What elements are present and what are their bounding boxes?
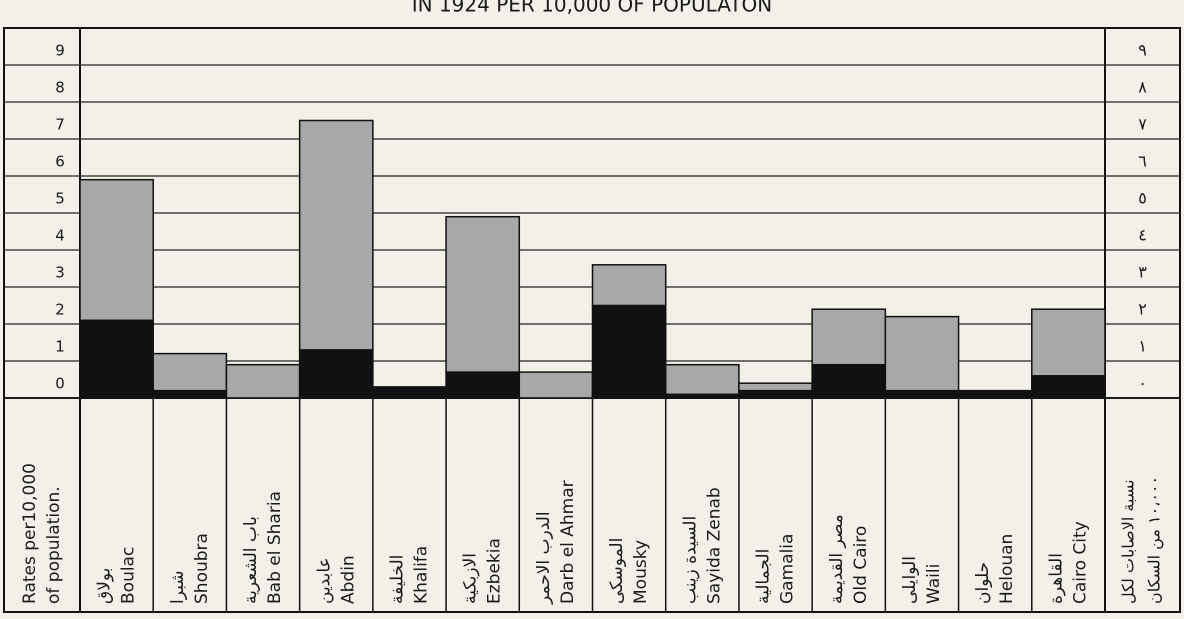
y2-tick-label: ١ bbox=[1138, 337, 1147, 356]
y2-axis-label: نسبة الاصابات لكل bbox=[1119, 479, 1138, 604]
chart-title: IN 1924 PER 10,000 OF POPULATON bbox=[412, 0, 773, 17]
bar-segment bbox=[591, 264, 667, 307]
bar-segment bbox=[811, 363, 887, 399]
bar-segment bbox=[811, 308, 887, 366]
y2-tick-label: ٥ bbox=[1138, 189, 1147, 208]
x-tick-label-ar: الدرب الاحمر bbox=[534, 511, 554, 605]
x-tick-label: Abdin bbox=[338, 555, 358, 604]
x-tick-label-ar: الموسكى bbox=[607, 538, 627, 604]
x-tick-label: Khalifa bbox=[411, 546, 431, 604]
y2-tick-label: ٣ bbox=[1138, 263, 1147, 282]
bar-segment bbox=[372, 386, 447, 399]
y2-axis-label: ١٠،٠٠٠ من السكان bbox=[1145, 476, 1165, 604]
x-tick-label-ar: القاهرة bbox=[1046, 553, 1066, 604]
bar-segment bbox=[664, 363, 740, 396]
bar-segment bbox=[518, 371, 594, 399]
bar-segment bbox=[152, 389, 228, 399]
y2-tick-label: ٧ bbox=[1138, 115, 1147, 134]
x-tick-label-ar: السيدة زينب bbox=[680, 516, 700, 604]
bar-segment bbox=[79, 178, 154, 322]
bar-segment bbox=[884, 389, 960, 399]
x-tick-label: Old Cairo bbox=[851, 526, 871, 604]
x-tick-label-ar: بولاق bbox=[95, 568, 115, 604]
x-tick-label-ar: الوايلى bbox=[900, 556, 920, 604]
y2-tick-label: ٠ bbox=[1138, 374, 1147, 393]
y2-tick-label: ٩ bbox=[1138, 41, 1147, 60]
x-tick-label: Ezbekia bbox=[485, 538, 505, 604]
y-tick-label: 6 bbox=[55, 153, 65, 171]
y-tick-label: 0 bbox=[55, 375, 65, 393]
bar-segment bbox=[1031, 308, 1106, 377]
bar-segment bbox=[738, 389, 813, 399]
y-tick-label: 5 bbox=[55, 190, 65, 208]
x-tick-label: Helouan bbox=[997, 534, 1017, 604]
x-tick-label-ar: شبرا bbox=[168, 571, 188, 604]
bar-segment bbox=[298, 349, 374, 399]
bar-segment bbox=[152, 352, 228, 392]
y2-tick-label: ٤ bbox=[1138, 226, 1147, 245]
x-tick-label: Gamalia bbox=[778, 534, 798, 604]
y-tick-label: 9 bbox=[55, 42, 65, 60]
bar-segment bbox=[884, 315, 960, 392]
x-tick-label-ar: مصر القديمة bbox=[827, 514, 847, 604]
x-tick-label: Darb el Ahmar bbox=[558, 480, 578, 604]
bar-segment bbox=[79, 319, 154, 399]
x-tick-label: Sayida Zenab bbox=[704, 487, 724, 604]
x-tick-label: Boulac bbox=[119, 547, 139, 604]
x-tick-label-ar: باب الشعرية bbox=[241, 516, 261, 604]
y2-tick-label: ٦ bbox=[1138, 152, 1147, 171]
y2-tick-label: ٨ bbox=[1138, 78, 1147, 97]
y-tick-label: 1 bbox=[55, 338, 65, 356]
x-tick-label-ar: حلوان bbox=[973, 562, 993, 604]
x-tick-label-ar: الخليفة bbox=[387, 555, 407, 604]
x-tick-label: Bab el Sharia bbox=[265, 491, 285, 604]
x-tick-label: Mousky bbox=[631, 540, 651, 604]
bar-segment bbox=[738, 382, 813, 392]
y-tick-label: 8 bbox=[55, 79, 65, 97]
y-tick-label: 2 bbox=[55, 301, 65, 319]
bar-segment bbox=[225, 363, 301, 399]
bar-segment bbox=[957, 389, 1033, 399]
bar-segment bbox=[591, 304, 667, 399]
bar-segment bbox=[445, 371, 521, 399]
y-tick-label: 4 bbox=[55, 227, 65, 245]
x-tick-label-ar: عابدين bbox=[314, 557, 334, 604]
x-tick-label: Cairo City bbox=[1070, 521, 1090, 604]
x-tick-label: Waili bbox=[924, 564, 944, 604]
bar-segment bbox=[298, 119, 374, 351]
y-axis-label: of population. bbox=[44, 486, 64, 604]
x-tick-label-ar: الجمالية bbox=[754, 549, 774, 604]
y2-tick-label: ٢ bbox=[1138, 300, 1147, 319]
bar-segment bbox=[445, 215, 521, 373]
y-tick-label: 3 bbox=[55, 264, 65, 282]
x-tick-label-ar: الازبكية bbox=[461, 553, 481, 604]
x-tick-label: Shoubra bbox=[192, 533, 212, 604]
y-tick-label: 7 bbox=[55, 116, 65, 134]
bar-segment bbox=[1031, 375, 1106, 399]
y-axis-label: Rates per10,000 bbox=[20, 463, 40, 604]
